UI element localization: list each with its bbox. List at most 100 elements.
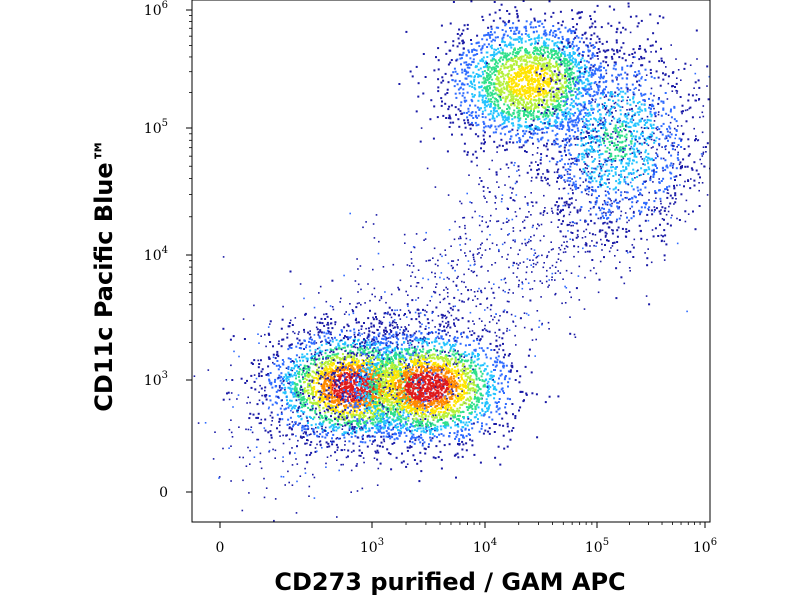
event-dot <box>369 309 371 312</box>
event-dot <box>375 355 378 358</box>
event-dot <box>354 360 357 363</box>
event-dot <box>321 367 324 370</box>
event-dot <box>353 431 356 434</box>
event-dot <box>377 417 380 420</box>
event-dot <box>289 391 292 394</box>
event-dot <box>396 416 399 419</box>
event-dot <box>229 338 232 341</box>
event-dot <box>483 362 486 365</box>
event-dot <box>394 376 397 379</box>
event-dot <box>486 389 489 392</box>
event-dot <box>431 437 434 440</box>
event-dot <box>470 411 473 414</box>
event-dot <box>483 369 486 372</box>
event-dot <box>353 428 356 431</box>
event-dot <box>300 417 303 420</box>
event-dot <box>345 411 348 414</box>
event-dot <box>405 333 408 336</box>
event-dot <box>374 424 377 427</box>
event-dot <box>331 377 334 380</box>
event-dot <box>366 410 369 412</box>
event-dot <box>417 352 420 355</box>
event-dot <box>335 443 338 446</box>
event-dot <box>273 380 276 383</box>
event-dot <box>322 407 325 410</box>
event-dot <box>330 396 333 399</box>
event-dot <box>335 353 338 356</box>
event-dot <box>295 354 298 357</box>
event-dot <box>353 359 356 362</box>
event-dot <box>438 440 441 443</box>
event-dot <box>364 371 367 374</box>
event-dot <box>405 376 408 379</box>
event-dot <box>418 435 420 438</box>
event-dot <box>465 386 467 389</box>
event-dot <box>413 354 416 357</box>
event-dot <box>422 392 425 395</box>
event-dot <box>401 387 404 390</box>
event-dot <box>365 420 368 423</box>
event-dot <box>339 367 342 370</box>
event-dot <box>301 353 304 356</box>
event-dot <box>473 332 476 335</box>
event-dot <box>377 368 380 371</box>
event-dot <box>447 406 450 409</box>
event-dot <box>409 356 412 359</box>
event-dot <box>415 366 418 369</box>
event-dot <box>389 374 392 377</box>
event-dot <box>341 432 344 435</box>
event-dot <box>427 349 430 352</box>
event-dot <box>325 416 328 419</box>
event-dot <box>458 438 461 441</box>
event-dot <box>308 394 310 397</box>
event-dot <box>329 367 332 370</box>
event-dot <box>424 431 427 434</box>
event-dot <box>478 387 481 390</box>
event-dot <box>357 333 360 336</box>
event-dot <box>516 370 519 373</box>
event-dot <box>428 403 431 406</box>
event-dot <box>321 384 324 387</box>
event-dot <box>409 339 412 342</box>
event-dot <box>472 361 475 364</box>
event-dot <box>287 386 290 389</box>
event-dot <box>454 421 456 424</box>
event-dot <box>395 409 398 412</box>
event-dot <box>480 375 483 378</box>
event-dot <box>412 418 415 421</box>
event-dot <box>419 371 422 374</box>
event-dot <box>281 418 284 421</box>
event-dot <box>456 400 459 403</box>
event-dot <box>415 411 418 414</box>
event-dot <box>454 416 457 419</box>
event-dot <box>389 376 392 379</box>
event-dot <box>358 417 361 420</box>
event-dot <box>402 409 405 412</box>
event-dot <box>293 365 296 368</box>
event-dot <box>457 392 460 395</box>
event-dot <box>473 389 476 392</box>
event-dot <box>370 422 373 425</box>
event-dot <box>332 351 335 354</box>
event-dot <box>425 358 428 361</box>
event-dot <box>435 337 438 340</box>
event-dot <box>385 350 388 353</box>
event-dot <box>388 306 391 309</box>
event-dot <box>222 398 225 401</box>
event-dot <box>377 430 380 433</box>
event-dot <box>350 343 353 346</box>
event-dot <box>400 408 403 411</box>
event-dot <box>466 367 469 370</box>
event-dot <box>298 379 301 382</box>
event-dot <box>477 406 480 409</box>
event-dot <box>336 400 339 403</box>
event-dot <box>424 452 427 455</box>
event-dot <box>373 415 376 418</box>
event-dot <box>479 461 482 464</box>
event-dot <box>308 340 310 343</box>
event-dot <box>305 431 307 434</box>
event-dot <box>292 362 295 365</box>
event-dot <box>390 330 393 332</box>
event-dot <box>349 391 352 393</box>
event-dot <box>407 415 410 418</box>
